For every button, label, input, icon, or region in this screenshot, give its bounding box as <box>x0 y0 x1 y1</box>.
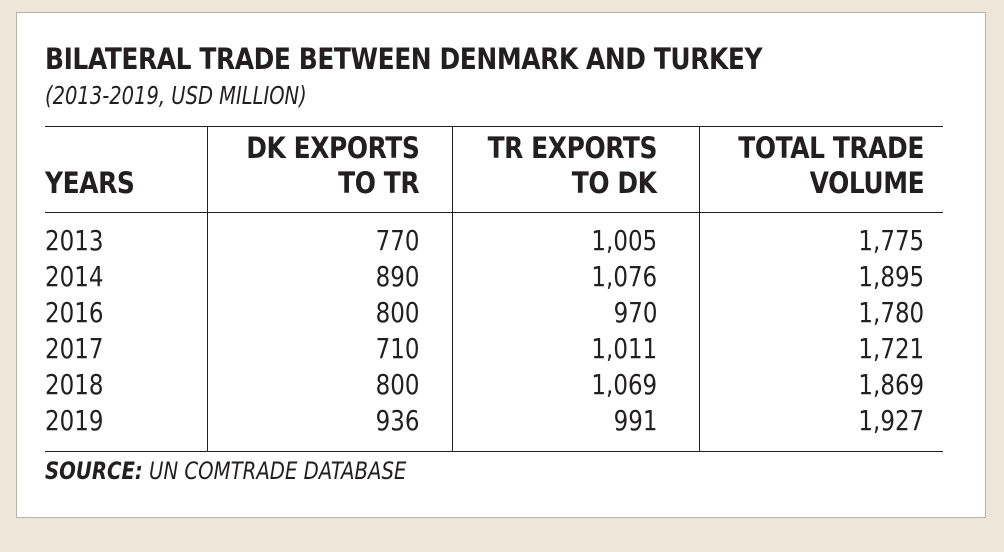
column-divider-3 <box>699 126 700 452</box>
value-cell: 970 <box>613 296 657 329</box>
column-divider-2 <box>452 126 453 452</box>
header-bottom-rule <box>45 212 943 213</box>
year-cell: 2019 <box>45 404 104 437</box>
value-cell: 1,011 <box>591 332 657 365</box>
source-label: SOURCE: <box>45 457 143 485</box>
column-header-2-line-2: TO TR <box>338 166 419 200</box>
table-panel: BILATERAL TRADE BETWEEN DENMARK AND TURK… <box>16 12 986 518</box>
value-cell: 991 <box>613 404 657 437</box>
value-cell: 710 <box>375 332 419 365</box>
year-cell: 2013 <box>45 224 104 257</box>
column-header-4-line-1: TOTAL TRADE <box>738 131 924 165</box>
value-cell: 1,076 <box>591 260 657 293</box>
value-cell: 770 <box>375 224 419 257</box>
value-cell: 1,780 <box>858 296 924 329</box>
value-cell: 1,069 <box>591 368 657 401</box>
year-cell: 2016 <box>45 296 104 329</box>
year-cell: 2018 <box>45 368 104 401</box>
source-text: UN COMTRADE DATABASE <box>142 457 407 485</box>
column-header-4-line-2: VOLUME <box>809 166 924 200</box>
table-title: BILATERAL TRADE BETWEEN DENMARK AND TURK… <box>45 42 763 76</box>
year-cell: 2017 <box>45 332 104 365</box>
table-bottom-rule <box>45 451 943 452</box>
value-cell: 1,895 <box>858 260 924 293</box>
value-cell: 1,775 <box>858 224 924 257</box>
year-cell: 2014 <box>45 260 104 293</box>
column-header-3-line-2: TO DK <box>572 166 657 200</box>
column-header-2-line-1: DK EXPORTS <box>245 131 420 165</box>
column-header-1-line-2: YEARS <box>45 166 135 200</box>
value-cell: 1,927 <box>858 404 924 437</box>
table-subtitle: (2013-2019, USD MILLION) <box>45 81 307 110</box>
value-cell: 800 <box>375 296 419 329</box>
value-cell: 890 <box>375 260 419 293</box>
value-cell: 1,005 <box>591 224 657 257</box>
column-divider-1 <box>207 126 208 452</box>
source-note: SOURCE: UN COMTRADE DATABASE <box>45 457 406 485</box>
value-cell: 936 <box>375 404 419 437</box>
value-cell: 800 <box>375 368 419 401</box>
value-cell: 1,721 <box>858 332 924 365</box>
column-header-3-line-1: TR EXPORTS <box>487 131 658 165</box>
header-top-rule <box>45 126 943 127</box>
value-cell: 1,869 <box>858 368 924 401</box>
